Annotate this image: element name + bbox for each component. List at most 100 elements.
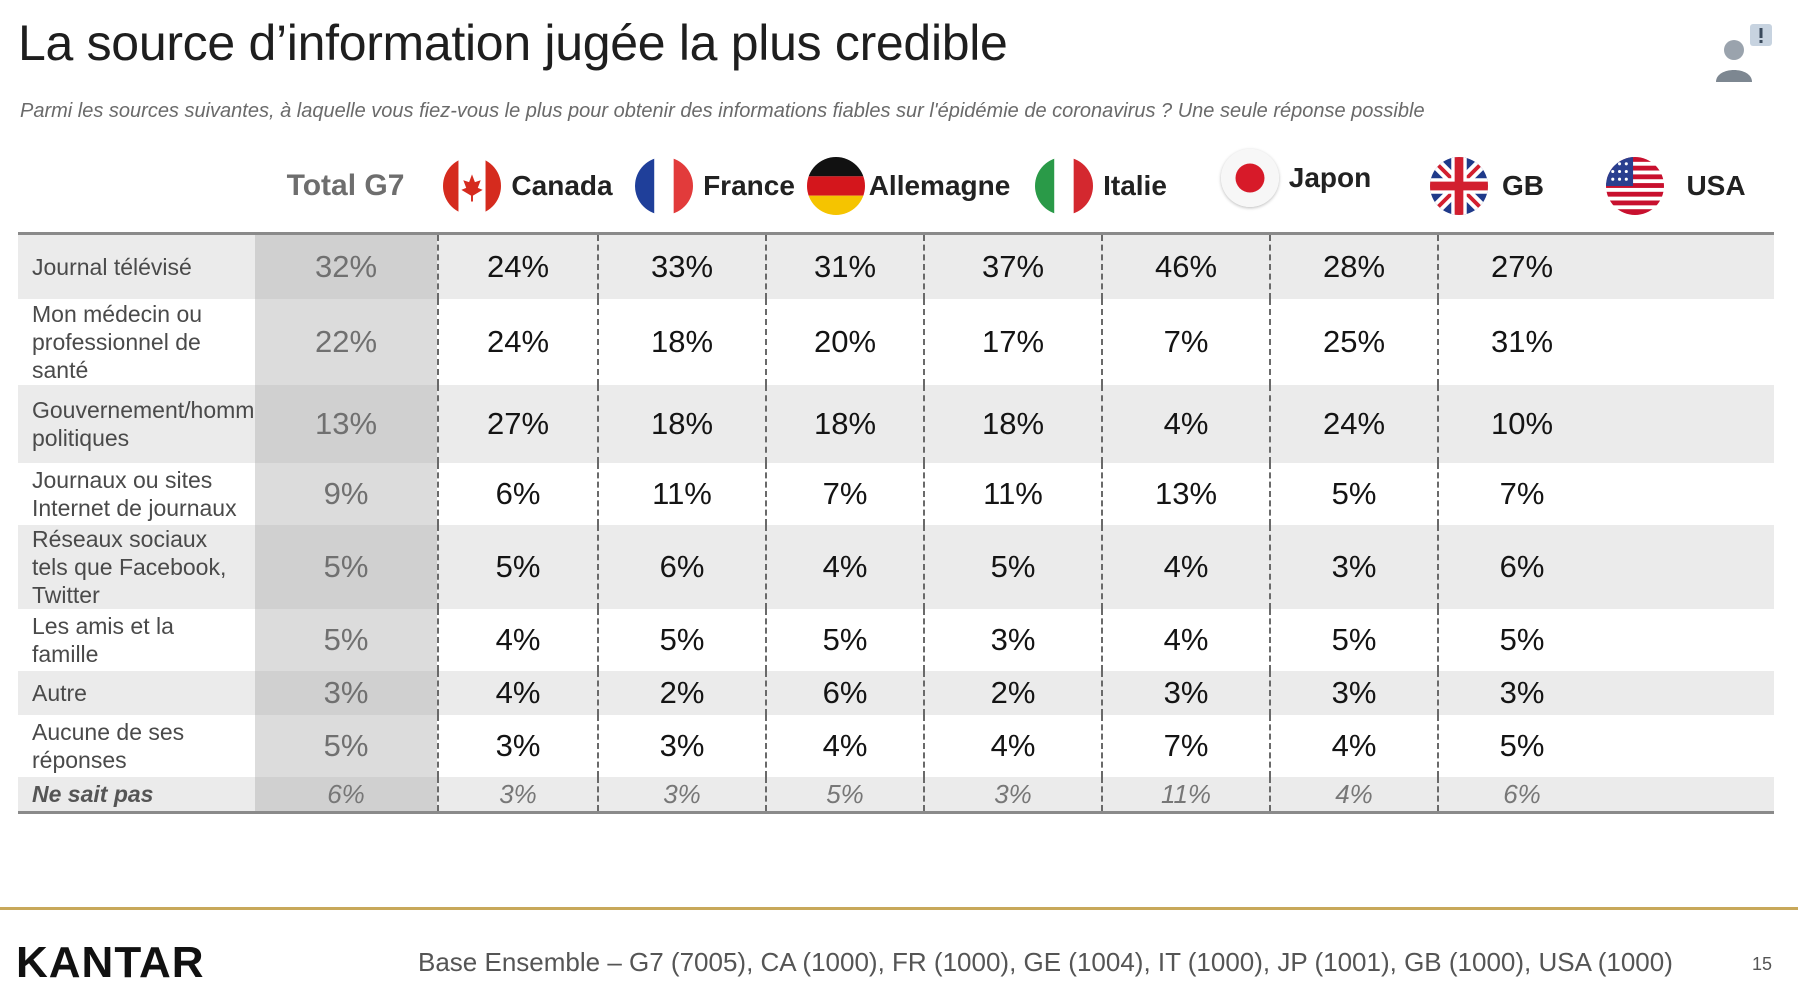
country-value-cell: 4% [765,525,923,609]
table-row: Journaux ou sites Internet de journaux 9%… [18,463,1774,525]
country-value-cell: 25% [1269,299,1437,385]
country-value-cell: 4% [1269,777,1437,811]
country-value-cell: 13% [1101,463,1269,525]
header-canada: Canada [437,140,619,232]
flag-japan-icon [1220,149,1279,207]
flag-italy-icon [1035,157,1094,215]
country-value-cell: 5% [1269,609,1437,671]
country-value-cell: 3% [923,777,1101,811]
table-row: Gouvernement/hommes politiques 13% 27% 18% 1… [18,385,1774,463]
footer-divider [0,907,1798,910]
country-value-cell: 31% [1437,299,1605,385]
country-value-cell: 17% [923,299,1101,385]
row-label: Réseaux sociaux tels que Facebook, Twitt… [32,526,227,608]
row-label: Ne sait pas [32,781,154,807]
country-value-cell: 5% [923,525,1101,609]
country-value-cell: 4% [1269,715,1437,777]
country-value-cell: 18% [765,385,923,463]
header-country-label: Allemagne [868,170,1011,201]
country-value-cell: 11% [597,463,765,525]
country-value-cell: 6% [597,525,765,609]
country-value-cell: 11% [1101,777,1269,811]
country-value-cell: 24% [437,299,597,385]
total-value-cell: 3% [255,671,437,715]
country-value-cell: 24% [1269,385,1437,463]
row-label: Gouvernement/hommes politiques [32,397,279,451]
country-value-cell: 3% [437,715,597,777]
total-value-cell: 5% [255,609,437,671]
country-value-cell: 7% [1101,299,1269,385]
total-value-cell: 5% [255,715,437,777]
country-value-cell: 3% [1269,525,1437,609]
row-label: Autre [32,680,87,706]
country-value-cell: 2% [597,671,765,715]
row-label: Aucune de ses réponses [32,719,185,773]
header-france: France [619,140,811,232]
table-row: Réseaux sociaux tels que Facebook, Twitt… [18,525,1774,609]
country-value-cell: 3% [437,777,597,811]
country-value-cell: 33% [597,235,765,299]
header-usa: USA [1578,140,1774,232]
row-label: Mon médecin ou professionnel de santé [32,301,203,383]
country-value-cell: 3% [923,609,1101,671]
header-allemagne: Allemagne [806,140,1010,232]
country-value-cell: 37% [923,235,1101,299]
header-country-label: USA [1686,170,1746,201]
kantar-logo: KANTAR [16,938,205,987]
table-row: Ne sait pas 6% 3% 3% 5% 3% 11% 4% 6% [18,777,1774,811]
total-value-cell: 9% [255,463,437,525]
country-value-cell: 3% [597,777,765,811]
country-value-cell: 6% [1437,777,1605,811]
country-value-cell: 27% [437,385,597,463]
table-row: Les amis et la famille 5% 4% 5% 5% 3% 4% 5% 5% [18,609,1774,671]
country-value-cell: 2% [923,671,1101,715]
total-value-cell: 5% [255,525,437,609]
country-value-cell: 18% [597,299,765,385]
flag-germany-icon [806,157,865,215]
country-value-cell: 6% [765,671,923,715]
table-row: Mon médecin ou professionnel de santé 22%… [18,299,1774,385]
country-value-cell: 5% [1437,609,1605,671]
table-row: Autre 3% 4% 2% 6% 2% 3% 3% 3% [18,671,1774,715]
country-value-cell: 3% [597,715,765,777]
header-japon: Japon [1196,132,1396,224]
total-value-cell: 22% [255,299,437,385]
country-value-cell: 4% [437,609,597,671]
flag-canada-icon [443,157,502,215]
country-value-cell: 4% [923,715,1101,777]
country-value-cell: 5% [437,525,597,609]
country-value-cell: 7% [1101,715,1269,777]
country-value-cell: 3% [1269,671,1437,715]
results-table: Journal télévisé 32% 24% 33% 31% 37% 46% 28% 27%… [18,232,1774,814]
country-value-cell: 6% [1437,525,1605,609]
country-value-cell: 5% [1437,715,1605,777]
country-value-cell: 24% [437,235,597,299]
country-value-cell: 18% [597,385,765,463]
country-value-cell: 5% [765,777,923,811]
country-value-cell: 18% [923,385,1101,463]
country-value-cell: 7% [765,463,923,525]
person-alert-icon [1710,22,1774,82]
flag-uk-icon [1430,157,1488,215]
table-row: Aucune de ses réponses 5% 3% 3% 4% 4% 7% 4% 5% [18,715,1774,777]
country-value-cell: 11% [923,463,1101,525]
header-country-label: Japon [1288,162,1372,193]
table-header: Total G7 Canada France Allemagne Italie … [18,140,1774,232]
header-country-label: Canada [511,170,613,201]
country-value-cell: 4% [1101,609,1269,671]
country-value-cell: 46% [1101,235,1269,299]
country-value-cell: 5% [1269,463,1437,525]
country-value-cell: 4% [1101,385,1269,463]
country-value-cell: 3% [1101,671,1269,715]
flag-usa-icon [1606,157,1665,215]
table-row: Journal télévisé 32% 24% 33% 31% 37% 46% 28% 27% [18,235,1774,299]
country-value-cell: 4% [765,715,923,777]
page-number: 15 [1752,954,1773,974]
header-country-label: France [703,170,795,201]
country-value-cell: 20% [765,299,923,385]
country-value-cell: 27% [1437,235,1605,299]
header-gb: GB [1396,140,1578,232]
flag-france-icon [635,157,694,215]
country-value-cell: 4% [1101,525,1269,609]
country-value-cell: 4% [437,671,597,715]
